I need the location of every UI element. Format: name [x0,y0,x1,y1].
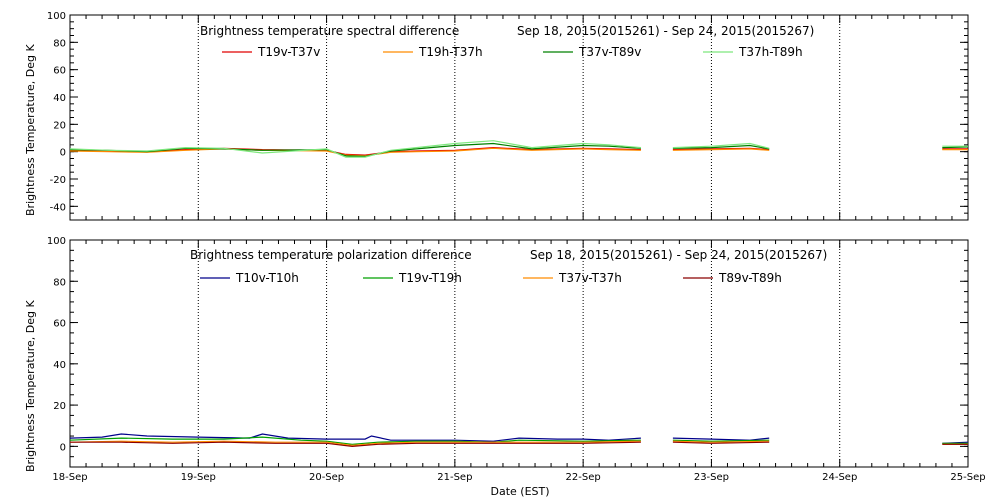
bottom-y-tick-label: 60 [53,319,66,330]
bottom-series-t19v-t19h [69,436,641,445]
top-y-tick-label: 40 [53,93,66,104]
top-legend-label: T19v-T37v [257,45,320,59]
top-legend-label: T19h-T37h [418,45,483,59]
bottom-series-t37v-t37h [672,440,770,443]
bottom-legend-label: T10v-T10h [235,271,299,285]
bottom-y-tick-label: 100 [47,236,66,247]
top-plot-frame [69,14,969,221]
x-axis-label: Date (EST) [490,485,549,498]
top-y-axis-label: Brightness Temperature, Deg K [24,44,37,216]
bottom-y-axis-label: Brightness Temperature, Deg K [24,300,37,472]
bottom-legend-label: T89v-T89h [718,271,782,285]
top-chart-title: Brightness temperature spectral differen… [200,24,459,38]
top-y-tick-label: 80 [53,38,66,49]
bottom-y-tick-label: 80 [53,277,66,288]
x-tick-label: 25-Sep [950,472,985,483]
top-series-t37h-t89h [672,142,770,149]
x-tick-label: 18-Sep [52,472,87,483]
top-series-t37v-t89v [942,146,969,149]
bottom-series-t19v-t19h [672,439,770,442]
top-y-tick-label: -40 [50,202,66,213]
top-series-t19v-t37v [672,147,770,151]
bottom-series-t89v-t89h [70,441,641,448]
x-tick-label: 19-Sep [181,472,216,483]
x-tick-label: 22-Sep [566,472,601,483]
top-legend-label: T37v-T89v [578,45,641,59]
x-tick-label: 21-Sep [437,472,472,483]
top-series-t19h-t37h [672,148,770,151]
bottom-y-tick-label: 20 [53,401,66,412]
top-y-tick-label: 100 [47,11,66,22]
top-series-t37h-t89h [69,140,641,158]
bottom-series-t10v-t10h [672,437,770,441]
top-series-t19v-t37v [69,146,641,156]
top-series-t37v-t89v [69,142,641,158]
x-tick-label: 23-Sep [694,472,729,483]
top-legend-label: T37h-T89h [738,45,803,59]
bottom-series-t37v-t37h [69,440,641,446]
bottom-legend-label: T37v-T37h [558,271,622,285]
bottom-y-tick-label: 40 [53,360,66,371]
top-y-tick-label: 60 [53,66,66,77]
top-chart-date-range: Sep 18, 2015(2015261) - Sep 24, 2015(201… [517,24,814,38]
bottom-y-tick-label: 0 [60,442,66,453]
top-y-tick-label: 0 [60,148,66,159]
top-y-tick-label: 20 [53,120,66,131]
bottom-chart-title: Brightness temperature polarization diff… [190,248,472,262]
x-tick-label: 24-Sep [822,472,857,483]
bottom-legend-label: T19v-T19h [398,271,462,285]
top-series-t37v-t89v [672,144,770,150]
bottom-series-t10v-t10h [69,433,641,442]
top-y-tick-label: -20 [50,175,66,186]
bottom-chart-date-range: Sep 18, 2015(2015261) - Sep 24, 2015(201… [530,248,827,262]
x-tick-label: 20-Sep [309,472,344,483]
bottom-plot-frame [69,239,969,468]
bottom-series-t89v-t89h [672,441,770,444]
